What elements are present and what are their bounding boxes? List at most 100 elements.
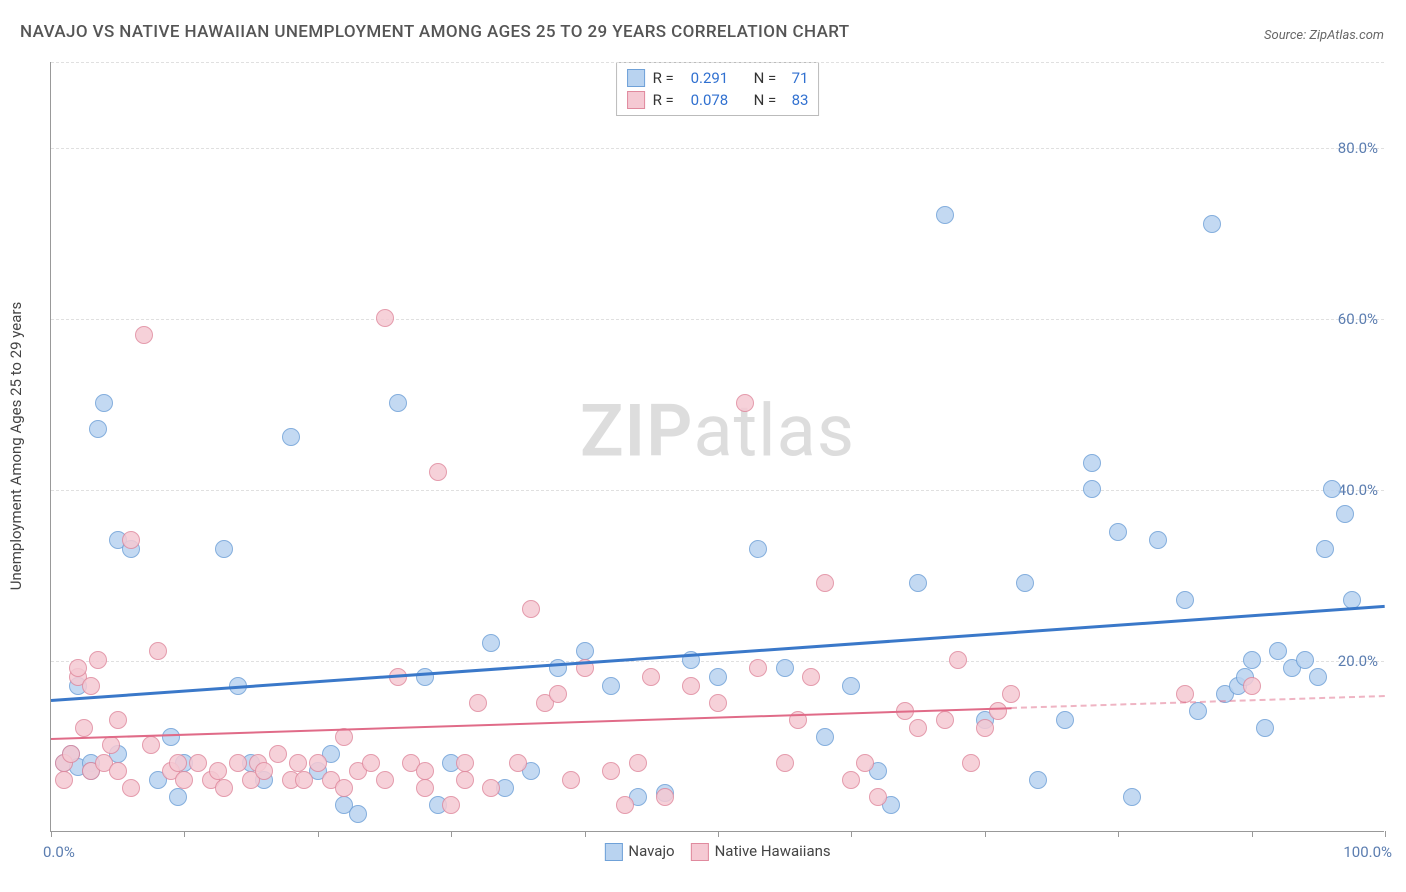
legend-swatch [604, 843, 622, 861]
data-point [416, 762, 434, 780]
data-point [75, 719, 93, 737]
data-point [869, 788, 887, 806]
data-point [269, 745, 287, 763]
data-point [1123, 788, 1141, 806]
data-point [949, 651, 967, 669]
data-point [416, 779, 434, 797]
chart-area: ZIPatlas R =0.291N =71R =0.078N =83 Nava… [50, 62, 1384, 832]
legend-n-value: 71 [792, 69, 809, 87]
data-point [749, 540, 767, 558]
data-point [1056, 711, 1074, 729]
legend-r-label: R = [653, 69, 683, 87]
data-point [229, 754, 247, 772]
data-point [1083, 454, 1101, 472]
data-point [976, 719, 994, 737]
legend-swatch [691, 843, 709, 861]
xtick [318, 831, 319, 837]
data-point [295, 771, 313, 789]
data-point [102, 736, 120, 754]
data-point [55, 771, 73, 789]
gridline [51, 319, 1384, 320]
legend-item: Navajo [604, 842, 674, 861]
data-point [142, 736, 160, 754]
data-point [816, 728, 834, 746]
data-point [642, 668, 660, 686]
watermark-rest: atlas [693, 389, 855, 474]
data-point [389, 394, 407, 412]
data-point [215, 779, 233, 797]
data-point [416, 668, 434, 686]
data-point [376, 309, 394, 327]
data-point [682, 677, 700, 695]
legend-label: Native Hawaiians [715, 842, 831, 860]
data-point [1336, 505, 1354, 523]
ytick-label: 40.0% [1338, 481, 1378, 499]
data-point [629, 754, 647, 772]
trend-line [51, 707, 1012, 740]
data-point [656, 788, 674, 806]
data-point [909, 574, 927, 592]
data-point [215, 540, 233, 558]
data-point [509, 754, 527, 772]
data-point [749, 659, 767, 677]
data-point [62, 745, 80, 763]
gridline [51, 661, 1384, 662]
data-point [309, 754, 327, 772]
data-point [135, 326, 153, 344]
data-point [616, 796, 634, 814]
data-point [576, 642, 594, 660]
data-point [95, 394, 113, 412]
data-point [429, 463, 447, 481]
legend-n-value: 83 [792, 91, 809, 109]
data-point [736, 394, 754, 412]
legend-swatch [627, 69, 645, 87]
xtick-label: 0.0% [43, 843, 75, 861]
data-point [109, 762, 127, 780]
data-point [709, 668, 727, 686]
data-point [82, 677, 100, 695]
legend-n-label: N = [754, 91, 784, 109]
ytick-label: 20.0% [1338, 652, 1378, 670]
legend-item: Native Hawaiians [691, 842, 831, 861]
xtick [1118, 831, 1119, 837]
data-point [522, 600, 540, 618]
data-point [469, 694, 487, 712]
watermark-bold: ZIP [580, 389, 693, 474]
data-point [816, 574, 834, 592]
data-point [1002, 685, 1020, 703]
xtick-label: 100.0% [1343, 843, 1392, 861]
data-point [1256, 719, 1274, 737]
data-point [1316, 540, 1334, 558]
data-point [289, 754, 307, 772]
data-point [162, 728, 180, 746]
data-point [89, 420, 107, 438]
xtick [851, 831, 852, 837]
data-point [1203, 215, 1221, 233]
data-point [709, 694, 727, 712]
data-point [1083, 480, 1101, 498]
xtick [51, 831, 52, 837]
watermark: ZIPatlas [580, 389, 855, 474]
legend-label: Navajo [628, 842, 674, 860]
xtick [585, 831, 586, 837]
data-point [69, 659, 87, 677]
data-point [776, 659, 794, 677]
data-point [776, 754, 794, 772]
data-point [109, 711, 127, 729]
data-point [122, 779, 140, 797]
data-point [89, 651, 107, 669]
data-point [1176, 591, 1194, 609]
data-point [442, 796, 460, 814]
data-point [482, 634, 500, 652]
data-point [1296, 651, 1314, 669]
data-point [255, 762, 273, 780]
data-point [989, 702, 1007, 720]
source-label: Source: ZipAtlas.com [1264, 28, 1384, 43]
xtick [1385, 831, 1386, 837]
legend-n-label: N = [754, 69, 784, 87]
data-point [169, 754, 187, 772]
legend-r-label: R = [653, 91, 683, 109]
data-point [349, 805, 367, 823]
legend-stat-row: R =0.078N =83 [627, 89, 809, 111]
chart-title: NAVAJO VS NATIVE HAWAIIAN UNEMPLOYMENT A… [20, 22, 850, 42]
